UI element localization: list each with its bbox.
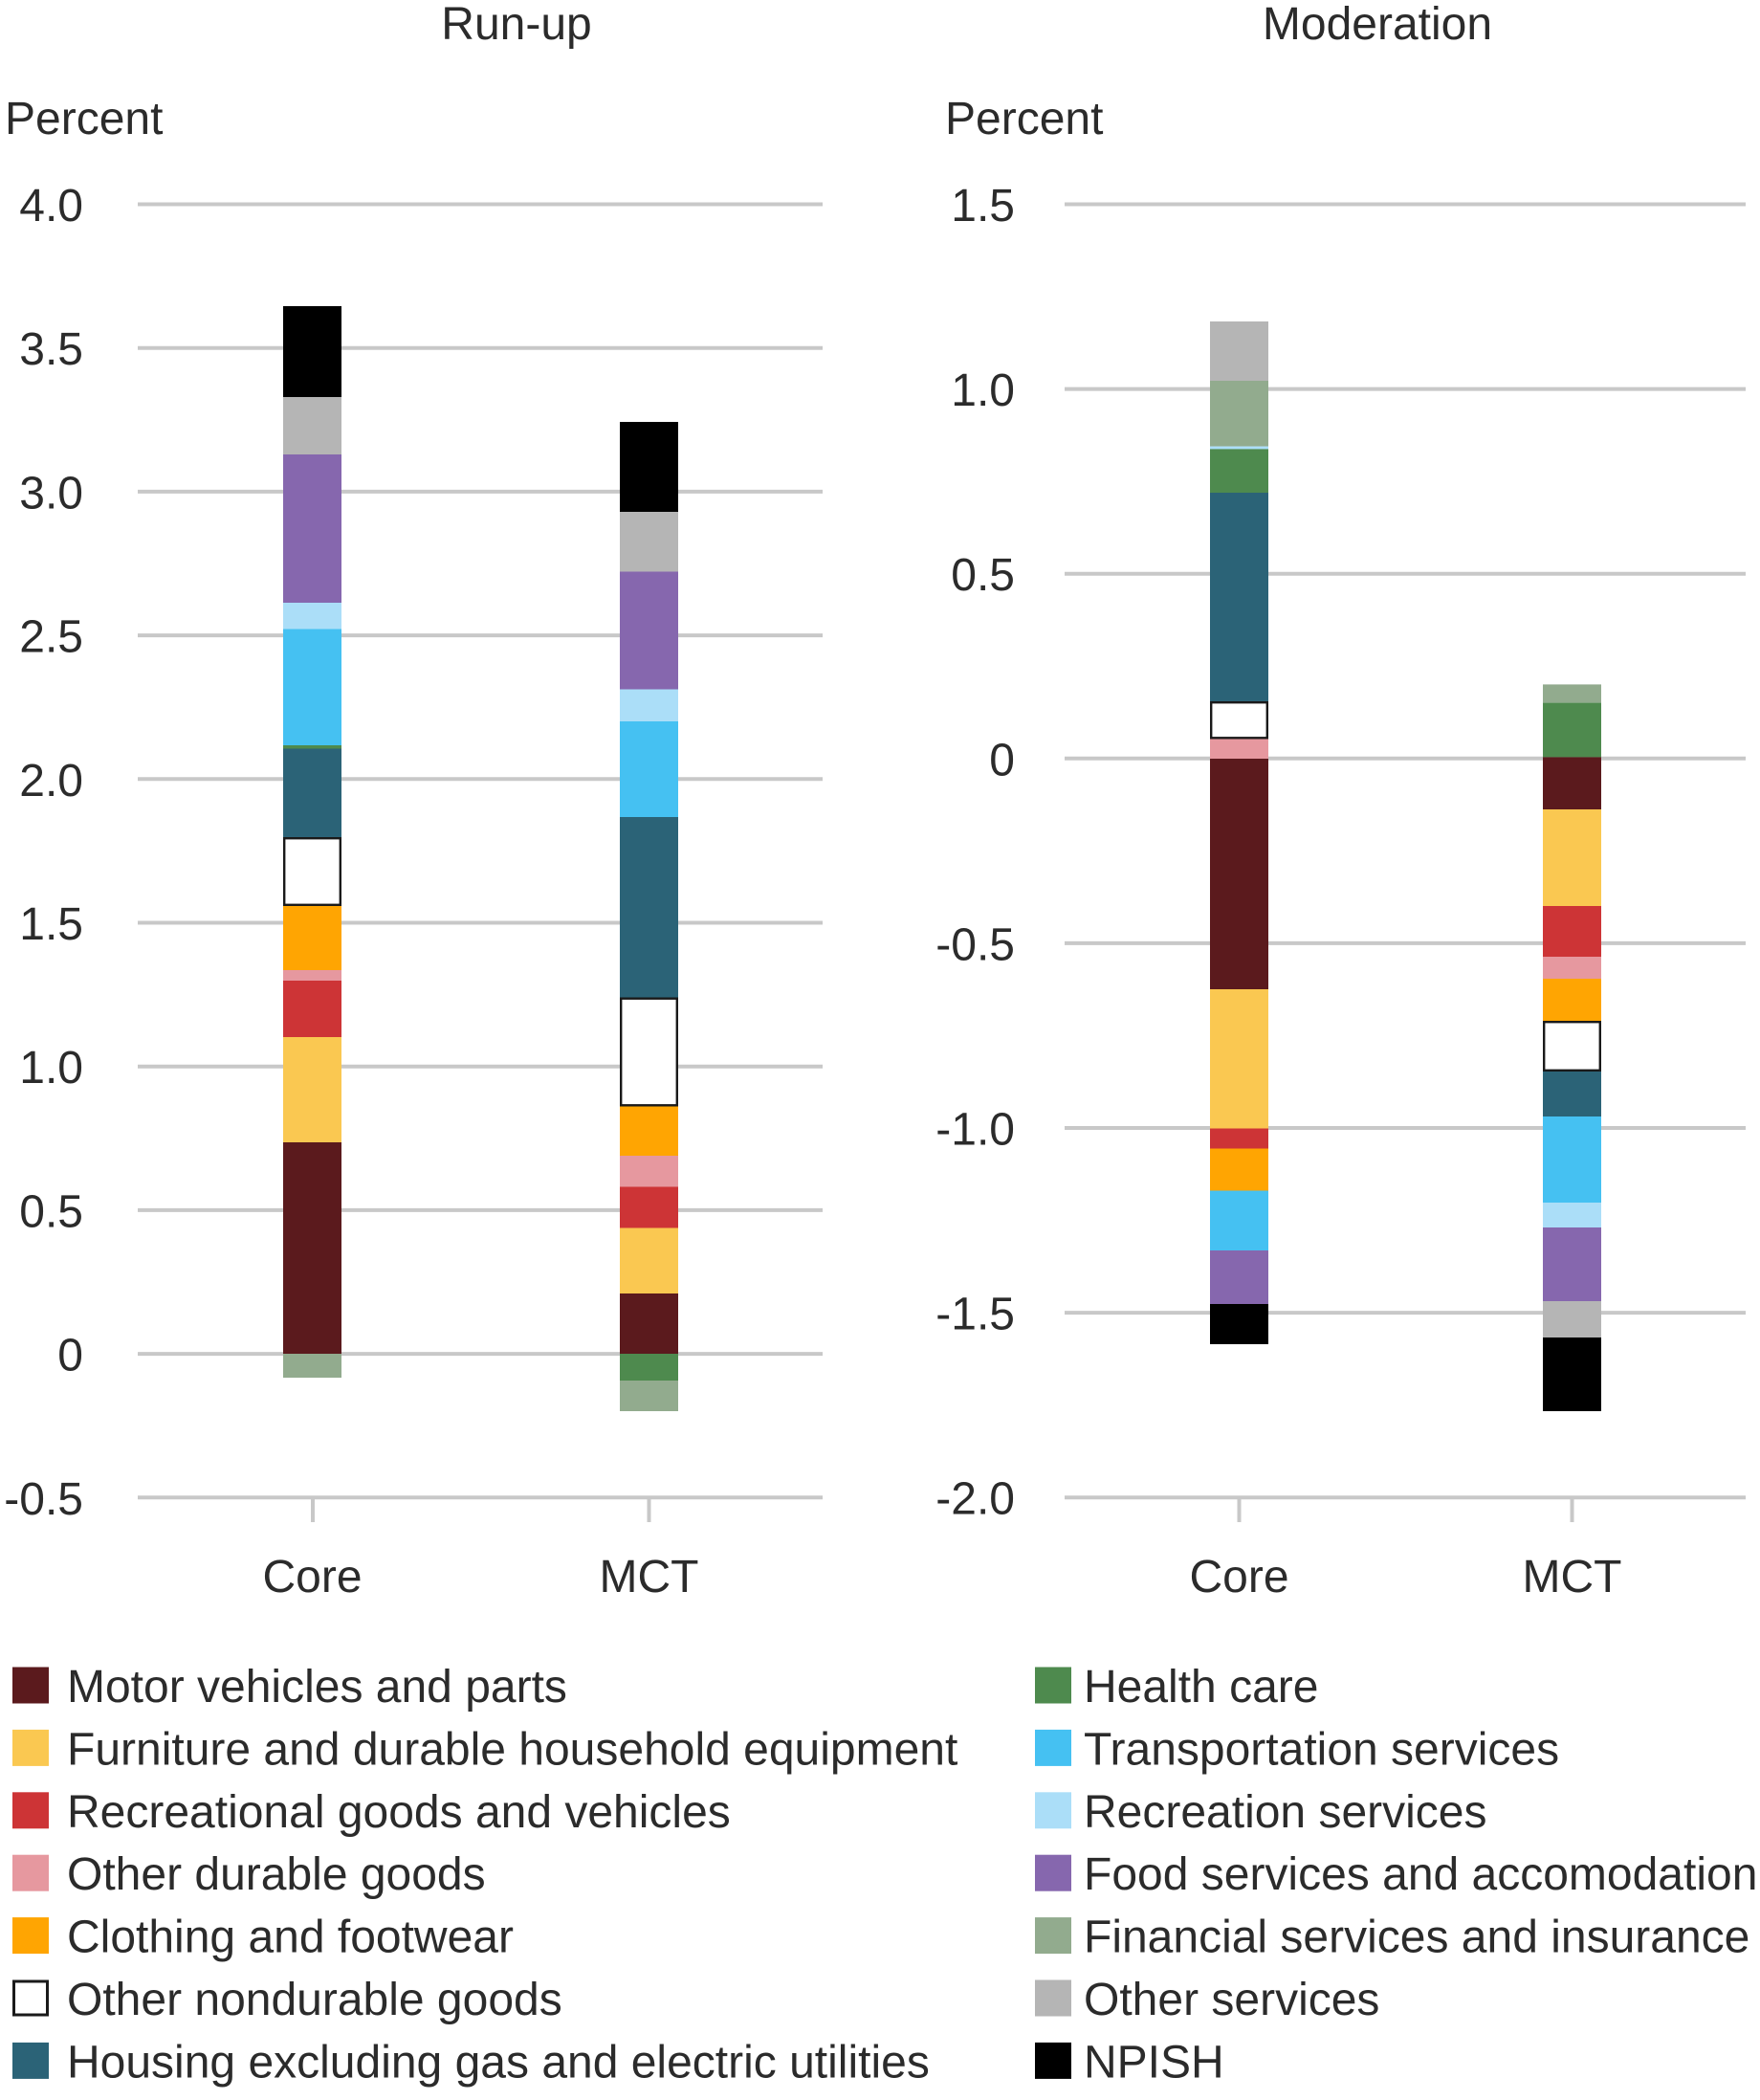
svg-text:Other services: Other services	[1084, 1975, 1379, 2025]
svg-text:Percent: Percent	[5, 94, 163, 144]
svg-text:Moderation: Moderation	[1263, 0, 1492, 50]
svg-text:-1.5: -1.5	[935, 1290, 1015, 1340]
svg-text:Recreational goods and vehicle: Recreational goods and vehicles	[67, 1787, 731, 1838]
svg-text:-2.0: -2.0	[935, 1474, 1015, 1525]
svg-text:-1.0: -1.0	[935, 1105, 1015, 1156]
svg-text:3.0: 3.0	[19, 468, 83, 519]
svg-text:1.5: 1.5	[19, 899, 83, 950]
svg-text:Core: Core	[1189, 1552, 1288, 1603]
svg-text:2.5: 2.5	[19, 612, 83, 663]
svg-text:1.0: 1.0	[19, 1043, 83, 1094]
svg-text:Food services and accomodation: Food services and accomodation	[1084, 1849, 1757, 1900]
svg-text:-0.5: -0.5	[935, 919, 1015, 970]
svg-text:Furniture and durable househol: Furniture and durable household equipmen…	[67, 1724, 957, 1775]
svg-text:0.5: 0.5	[19, 1186, 83, 1237]
svg-text:Motor vehicles and parts: Motor vehicles and parts	[67, 1662, 567, 1713]
svg-text:-0.5: -0.5	[4, 1474, 83, 1525]
svg-text:Core: Core	[262, 1552, 362, 1603]
svg-text:3.5: 3.5	[19, 324, 83, 375]
svg-text:2.0: 2.0	[19, 756, 83, 807]
svg-text:Percent: Percent	[945, 94, 1103, 144]
svg-text:Run-up: Run-up	[441, 0, 591, 50]
svg-text:MCT: MCT	[1523, 1552, 1622, 1603]
svg-text:Other durable goods: Other durable goods	[67, 1849, 486, 1900]
svg-text:0.5: 0.5	[951, 550, 1015, 601]
svg-text:Recreation services: Recreation services	[1084, 1787, 1487, 1838]
svg-text:Clothing and footwear: Clothing and footwear	[67, 1912, 514, 1963]
svg-text:Financial services and insuran: Financial services and insurance	[1084, 1912, 1749, 1963]
svg-text:MCT: MCT	[600, 1552, 699, 1603]
svg-text:Other nondurable goods: Other nondurable goods	[67, 1975, 562, 2025]
svg-text:Housing excluding gas and elec: Housing excluding gas and electric utili…	[67, 2037, 930, 2088]
svg-text:1.0: 1.0	[951, 365, 1015, 416]
svg-text:NPISH: NPISH	[1084, 2037, 1224, 2088]
svg-text:Health care: Health care	[1084, 1662, 1318, 1713]
svg-text:1.5: 1.5	[951, 181, 1015, 232]
svg-text:4.0: 4.0	[19, 181, 83, 232]
svg-text:0: 0	[989, 735, 1015, 785]
svg-text:Transportation services: Transportation services	[1084, 1724, 1559, 1775]
svg-text:0: 0	[57, 1331, 83, 1382]
